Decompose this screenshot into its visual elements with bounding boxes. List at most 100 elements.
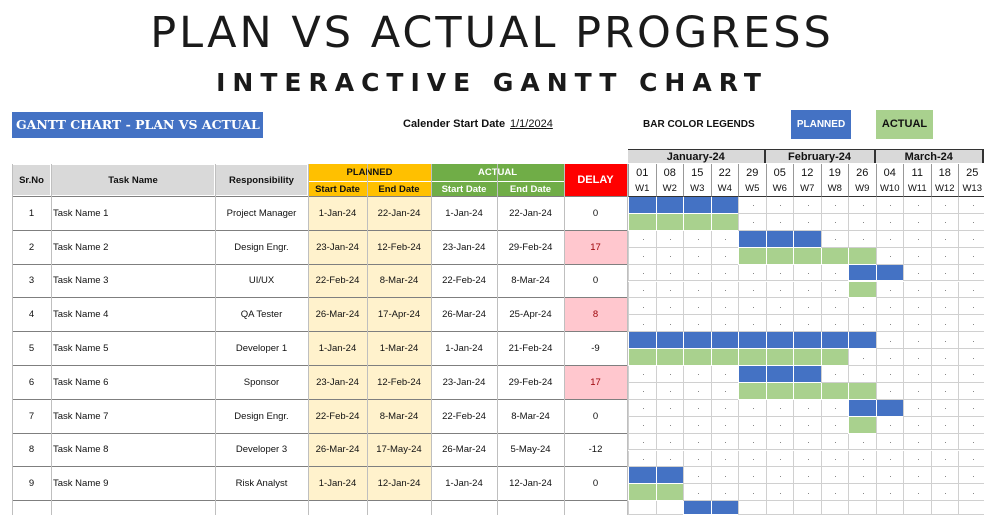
column-divider xyxy=(308,164,309,515)
planned-bar-cell xyxy=(765,332,793,350)
grid-dot xyxy=(835,374,837,376)
month-header: February-24 xyxy=(765,149,876,163)
grid-dot xyxy=(945,492,947,494)
grid-dot xyxy=(917,492,919,494)
timeline-cell xyxy=(793,450,821,468)
actual-bar-cell xyxy=(765,247,793,265)
grid-dot xyxy=(725,492,727,494)
day-header: 22 xyxy=(710,164,739,181)
actual-bar-cell xyxy=(738,382,766,400)
grid-dot xyxy=(752,408,754,410)
planned-bar-cell xyxy=(848,264,876,282)
cell-resp: Project Manager xyxy=(226,207,297,219)
legend-planned: PLANNED xyxy=(791,110,851,139)
actual-bar-cell xyxy=(683,349,711,366)
grid-dot xyxy=(945,442,947,444)
actual-bar-cell xyxy=(683,213,711,231)
grid-dot xyxy=(670,306,672,308)
cell-sr: 9 xyxy=(28,478,35,490)
timeline-cell xyxy=(765,467,793,485)
grid-dot xyxy=(807,289,809,291)
cell-as: 1-Jan-24 xyxy=(445,343,483,355)
cell-ae: 5-May-24 xyxy=(510,444,551,456)
timeline-cell xyxy=(903,247,931,265)
planned-bar-cell xyxy=(628,467,656,485)
actual-bar-cell xyxy=(848,281,876,299)
calendar-start-input[interactable]: 1/1/2024 xyxy=(510,118,553,130)
timeline-cell xyxy=(848,467,876,485)
timeline-cell xyxy=(765,281,793,299)
grid-dot xyxy=(890,205,892,207)
timeline-cell xyxy=(738,399,766,417)
timeline-cell xyxy=(683,281,711,299)
timeline-cell xyxy=(930,332,958,350)
timeline-cell xyxy=(875,332,903,350)
timeline-cell xyxy=(903,332,931,350)
actual-bar-cell xyxy=(793,382,821,400)
grid-dot xyxy=(972,357,974,359)
cell-task: Task Name 5 xyxy=(53,343,109,355)
timeline-cell xyxy=(930,366,958,383)
timeline-cell xyxy=(930,349,958,366)
day-header: 08 xyxy=(655,164,684,181)
grid-dot xyxy=(725,475,727,477)
timeline-cell xyxy=(820,315,848,333)
timeline-cell xyxy=(628,298,656,316)
grid-dot xyxy=(642,273,644,275)
cell-task: Task Name 4 xyxy=(53,309,109,321)
timeline-cell xyxy=(655,247,683,265)
grid-dot xyxy=(670,239,672,241)
grid-dot xyxy=(780,408,782,410)
timeline-cell xyxy=(738,433,766,451)
grid-dot xyxy=(945,239,947,241)
timeline-cell xyxy=(765,264,793,282)
timeline-cell xyxy=(628,366,656,383)
timeline-cell xyxy=(793,281,821,299)
grid-dot xyxy=(972,492,974,494)
timeline-cell xyxy=(628,281,656,299)
grid-dot xyxy=(890,306,892,308)
cell-resp: UI/UX xyxy=(248,275,275,287)
timeline-cell xyxy=(655,315,683,333)
actual-bar-cell xyxy=(848,382,876,400)
timeline-cell xyxy=(738,450,766,468)
grid-dot xyxy=(945,458,947,460)
cell-pe: 17-May-24 xyxy=(367,433,431,467)
column-divider xyxy=(431,164,432,515)
day-header: 26 xyxy=(848,164,876,181)
timeline-cell xyxy=(958,450,984,468)
cell-delay: 17 xyxy=(564,230,627,264)
timeline-cell xyxy=(710,264,738,282)
grid-dot xyxy=(945,323,947,325)
grid-dot xyxy=(890,458,892,460)
cell-as: 23-Jan-24 xyxy=(442,241,486,253)
timeline-cell xyxy=(738,315,766,333)
grid-dot xyxy=(697,492,699,494)
grid-dot xyxy=(917,357,919,359)
timeline-cell xyxy=(848,366,876,383)
grid-dot xyxy=(890,374,892,376)
timeline-cell xyxy=(930,467,958,485)
cell-task: Task Name 1 xyxy=(53,207,109,219)
grid-dot xyxy=(945,289,947,291)
day-header: 04 xyxy=(875,164,904,181)
timeline-cell xyxy=(820,399,848,417)
header-task-name: Task Name xyxy=(51,164,215,196)
grid-dot xyxy=(972,323,974,325)
day-header: 29 xyxy=(738,164,766,181)
grid-dot xyxy=(780,205,782,207)
grid-dot xyxy=(945,374,947,376)
week-header: W13 xyxy=(958,181,984,197)
actual-bar-cell xyxy=(655,213,683,231)
timeline-cell xyxy=(958,315,984,333)
column-divider xyxy=(497,164,498,515)
planned-bar-cell xyxy=(765,230,793,248)
timeline-cell xyxy=(793,399,821,417)
timeline-cell xyxy=(710,484,738,502)
timeline-cell xyxy=(628,433,656,451)
cell-resp: Design Engr. xyxy=(234,410,289,422)
actual-bar-cell xyxy=(793,349,821,366)
timeline-cell xyxy=(903,197,931,214)
grid-dot xyxy=(697,239,699,241)
legend-actual: ACTUAL xyxy=(876,110,933,139)
